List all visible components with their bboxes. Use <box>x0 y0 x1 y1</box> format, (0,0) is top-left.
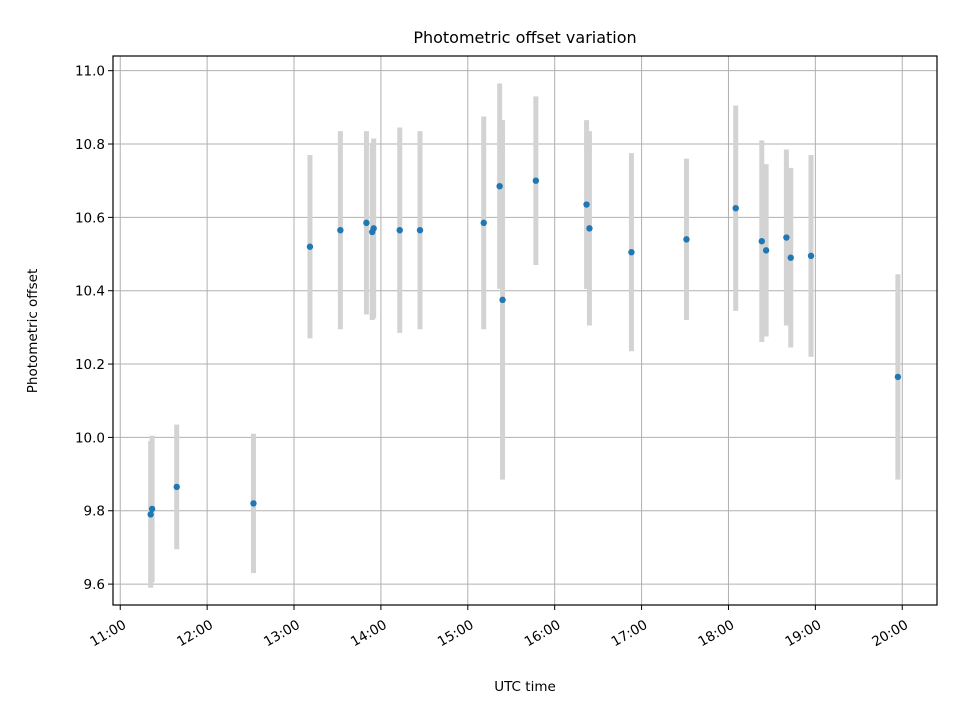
data-point <box>370 225 377 232</box>
data-point <box>807 252 815 260</box>
data-point <box>758 238 765 245</box>
data-point <box>480 219 487 227</box>
data-point <box>148 505 156 513</box>
x-tick-label: 13:00 <box>261 617 303 650</box>
y-tick-label: 10.0 <box>75 430 105 446</box>
data-point <box>732 204 739 212</box>
errorbars <box>148 83 901 588</box>
data-point <box>762 247 770 254</box>
y-tick-label: 9.6 <box>84 577 105 593</box>
y-tick-label: 10.8 <box>75 137 105 153</box>
data-point <box>894 373 902 381</box>
data-point <box>173 483 180 491</box>
data-point <box>496 182 503 190</box>
x-tick-label: 14:00 <box>348 617 390 650</box>
data-point <box>783 234 790 241</box>
x-tick-label: 18:00 <box>696 617 738 650</box>
data-points <box>147 177 902 518</box>
y-tick-label: 9.8 <box>84 504 105 520</box>
data-point <box>363 219 370 227</box>
data-point <box>628 249 635 256</box>
data-point <box>583 201 590 208</box>
x-tick-label: 12:00 <box>174 617 216 650</box>
plot-frame <box>112 55 938 606</box>
x-tick-label: 17:00 <box>609 617 651 650</box>
data-point <box>586 225 593 232</box>
y-axis-label: Photometric offset <box>25 269 41 393</box>
x-tick-label: 11:00 <box>87 617 129 650</box>
y-tick-label: 10.2 <box>75 357 105 373</box>
y-axis-ticks: 9.6 9.8 10.0 10.2 10.4 10.6 10.8 11.0 <box>75 64 113 593</box>
y-tick-label: 10.4 <box>75 284 105 300</box>
chart-title: Photometric offset variation <box>413 28 636 47</box>
x-axis-ticks: 11:00 12:00 13:00 14:00 15:00 16:00 17:00 18:00… <box>87 605 911 650</box>
y-tick-label: 10.6 <box>75 210 105 226</box>
data-point <box>250 500 257 507</box>
x-tick-label: 15:00 <box>435 617 477 650</box>
grid <box>113 56 937 605</box>
data-point <box>499 296 506 304</box>
data-point <box>532 177 540 184</box>
y-tick-label: 11.0 <box>75 64 105 80</box>
data-point <box>337 226 344 234</box>
data-point <box>396 226 403 234</box>
x-tick-label: 16:00 <box>522 617 564 650</box>
data-point <box>306 243 314 250</box>
data-point <box>147 511 154 518</box>
x-tick-label: 20:00 <box>869 617 911 650</box>
data-point <box>787 254 794 261</box>
x-axis-label: UTC time <box>494 679 556 695</box>
data-point <box>683 236 690 243</box>
x-tick-label: 19:00 <box>782 617 824 650</box>
data-point <box>416 226 424 234</box>
